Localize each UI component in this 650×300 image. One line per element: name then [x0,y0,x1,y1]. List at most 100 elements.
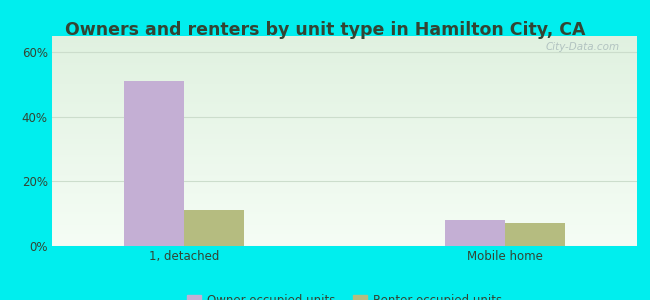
Bar [52,50,637,51]
Bar [52,38,637,39]
Bar [52,168,637,169]
Bar [52,187,637,188]
Bar [52,65,637,67]
Bar [184,211,244,246]
Bar [52,219,637,220]
Bar [52,226,637,227]
Text: City-Data.com: City-Data.com [545,42,619,52]
Bar [445,220,505,246]
Bar [52,223,637,224]
Bar [52,102,637,103]
Bar [52,163,637,164]
Bar [52,51,637,52]
Bar [52,96,637,97]
Bar [52,111,637,112]
Bar [52,188,637,189]
Bar [52,169,637,170]
Bar [52,85,637,86]
Bar [52,80,637,81]
Bar [52,232,637,233]
Bar [52,119,637,120]
Bar [52,127,637,128]
Bar [52,136,637,137]
Bar [52,128,637,130]
Bar [52,211,637,212]
Bar [52,189,637,190]
Bar [52,114,637,115]
Bar [52,56,637,57]
Bar [52,48,637,49]
Bar [52,109,637,110]
Bar [52,78,637,79]
Bar [52,82,637,83]
Bar [52,210,637,211]
Bar [52,154,637,155]
Bar [52,106,637,107]
Bar [52,183,637,184]
Bar [52,231,637,232]
Bar [52,151,637,152]
Bar [52,63,637,64]
Bar [52,198,637,199]
Bar [52,74,637,75]
Bar [52,166,637,167]
Bar [52,137,637,138]
Bar [52,83,637,84]
Bar [52,197,637,198]
Bar [52,165,637,166]
Bar [52,199,637,200]
Bar [52,40,637,41]
Bar [52,46,637,48]
Bar [52,140,637,141]
Bar [52,88,637,90]
Bar [52,107,637,109]
Bar [52,94,637,95]
Bar [52,208,637,209]
Bar [52,142,637,143]
Bar [52,170,637,172]
Bar [52,122,637,123]
Bar [52,89,637,91]
Bar [52,236,637,238]
Bar [52,238,637,239]
Bar [52,156,637,157]
Bar [52,77,637,78]
Bar [52,212,637,214]
Bar [52,202,637,203]
Bar [52,191,637,193]
Bar [52,110,637,111]
Bar [52,215,637,217]
Bar [52,112,637,113]
Bar [52,245,637,246]
Bar [52,225,637,226]
Bar [52,120,637,121]
Bar [52,135,637,136]
Bar [52,222,637,223]
Bar [52,193,637,194]
Bar [52,53,637,54]
Bar [52,141,637,142]
Bar [52,182,637,183]
Bar [52,149,637,151]
Bar [52,39,637,40]
Bar [52,144,637,145]
Bar [52,145,637,146]
Bar [52,240,637,241]
Bar [52,160,637,161]
Bar [52,242,637,243]
Bar [52,218,637,219]
Bar [52,98,637,99]
Bar [52,243,637,244]
Bar [52,175,637,176]
Bar [52,178,637,179]
Bar [52,73,637,74]
Bar [52,105,637,106]
Bar [52,205,637,206]
Bar [52,115,637,116]
Bar [52,44,637,46]
Bar [52,58,637,59]
Bar [52,181,637,182]
Bar [52,201,637,202]
Bar [52,97,637,98]
Bar [52,239,637,240]
